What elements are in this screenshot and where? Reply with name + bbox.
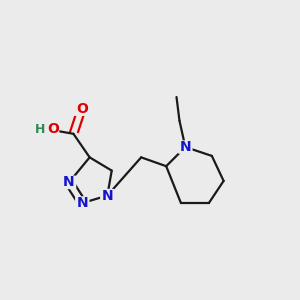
FancyBboxPatch shape bbox=[38, 122, 59, 136]
FancyBboxPatch shape bbox=[75, 196, 89, 210]
FancyBboxPatch shape bbox=[100, 189, 115, 202]
Text: N: N bbox=[101, 189, 113, 202]
Text: O: O bbox=[47, 122, 59, 136]
Text: N: N bbox=[179, 140, 191, 154]
FancyBboxPatch shape bbox=[74, 102, 90, 116]
FancyBboxPatch shape bbox=[178, 140, 193, 154]
Text: H: H bbox=[35, 123, 46, 136]
Text: O: O bbox=[76, 102, 88, 116]
Text: N: N bbox=[76, 196, 88, 210]
Text: N: N bbox=[63, 176, 75, 189]
FancyBboxPatch shape bbox=[62, 176, 76, 189]
